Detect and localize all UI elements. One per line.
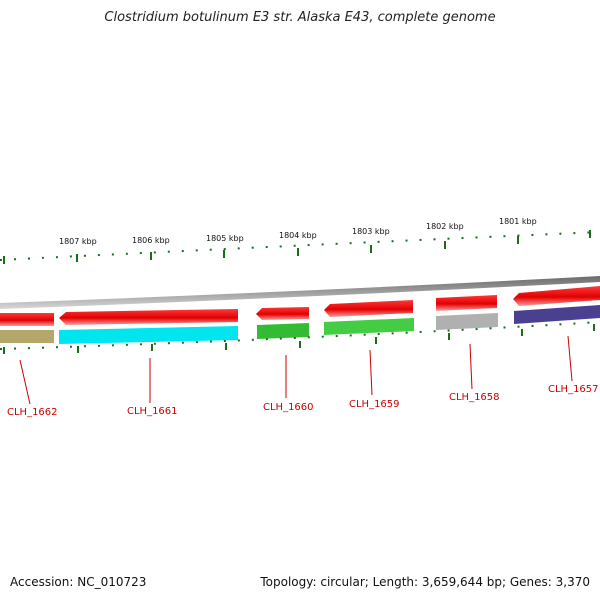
gene-label-clh-1662: CLH_1662 <box>7 407 58 418</box>
genome-summary-text: Topology: circular; Length: 3,659,644 bp… <box>260 575 590 589</box>
kbp-label: 1801 kbp <box>499 217 537 226</box>
forward-cds <box>324 300 413 317</box>
gene-bar-clh-1660 <box>257 323 309 339</box>
outer-major-ticks <box>3 230 591 264</box>
outer-tick-row <box>0 231 600 261</box>
gene-label-clh-1660: CLH_1660 <box>263 402 314 413</box>
gene-label-clh-1659: CLH_1659 <box>349 399 400 410</box>
gene-label-clh-1657: CLH_1657 <box>548 384 599 395</box>
gene-leader-lines <box>19 335 573 405</box>
forward-cds <box>513 286 600 306</box>
gene-bar-clh-1661 <box>59 326 238 344</box>
forward-cds-track <box>0 286 600 326</box>
genome-backbone <box>0 276 600 309</box>
gene-label-clh-1658: CLH_1658 <box>449 392 500 403</box>
kbp-label: 1807 kbp <box>59 237 97 246</box>
kbp-label: 1806 kbp <box>132 236 170 245</box>
gene-bar-clh-1657 <box>514 305 600 324</box>
gene-labels: CLH_1662 CLH_1661 CLH_1660 CLH_1659 CLH_… <box>7 384 599 418</box>
kbp-label: 1805 kbp <box>206 234 244 243</box>
forward-cds <box>256 307 309 320</box>
gene-bar-clh-1662 <box>0 330 54 343</box>
inner-major-ticks <box>3 324 595 354</box>
gene-label-clh-1661: CLH_1661 <box>127 406 178 417</box>
map-title: Clostridium botulinum E3 str. Alaska E43… <box>104 10 496 25</box>
gene-bar-clh-1659 <box>324 318 414 335</box>
inner-tick-row <box>0 321 600 350</box>
kbp-label: 1804 kbp <box>279 231 317 240</box>
kbp-label: 1802 kbp <box>426 222 464 231</box>
kbp-label: 1803 kbp <box>352 227 390 236</box>
forward-cds <box>59 309 238 325</box>
kbp-labels: 1807 kbp 1806 kbp 1805 kbp 1804 kbp 1803… <box>59 217 537 246</box>
forward-cds <box>436 295 497 311</box>
accession-text: Accession: NC_010723 <box>10 575 147 589</box>
gene-bar-clh-1658 <box>436 313 498 330</box>
forward-cds <box>0 313 54 326</box>
reverse-gene-track <box>0 305 600 344</box>
